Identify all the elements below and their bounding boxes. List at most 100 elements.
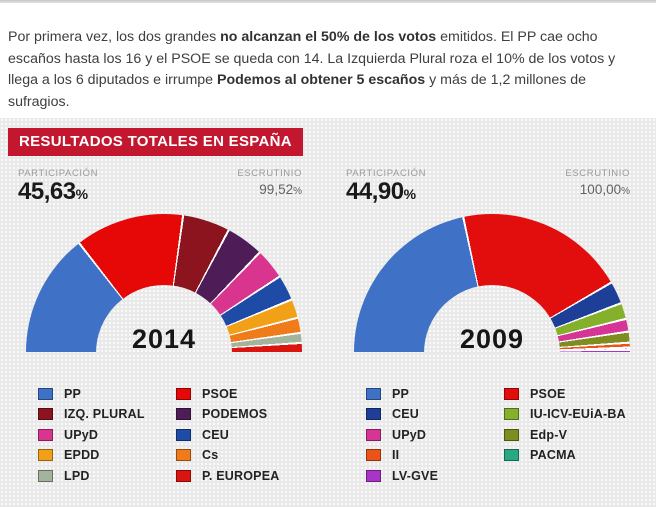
participation-block: PARTICIPACIÓN 45,63%: [18, 168, 98, 207]
legend-swatch: [504, 387, 519, 400]
participation-percent-sign: %: [403, 186, 416, 203]
legend-swatch: [504, 408, 519, 421]
legend-label: P. EUROPEA: [202, 469, 280, 484]
scrutiny-value: 100,00%: [565, 179, 630, 203]
legend-swatch: [176, 428, 191, 441]
results-panel: RESULTADOS TOTALES EN ESPAÑA PARTICIPACI…: [0, 118, 656, 507]
participation-number: 45,63: [18, 178, 76, 206]
participation-value: 44,90%: [346, 179, 426, 207]
legend-item: EPDD: [38, 445, 176, 466]
legend-item: PACMA: [504, 445, 642, 466]
intro-paragraph: Por primera vez, los dos grandes no alca…: [0, 17, 656, 110]
top-divider: [0, 0, 656, 3]
legend-item: LV-GVE: [366, 466, 504, 487]
legend-label: PP: [64, 386, 82, 401]
legend-item: PSOE: [176, 383, 314, 404]
scrutiny-label: ESCRUTINIO: [565, 168, 630, 180]
intro-text: Por primera vez, los dos grandes: [8, 29, 221, 46]
legend-item: Cs: [176, 445, 314, 466]
year-label-2009: 2009: [459, 324, 525, 355]
scrutiny-percent-sign: %: [621, 186, 630, 198]
intro-text: y más de 1,2 millones de sufragios.: [8, 72, 587, 110]
legend-label: CEU: [202, 427, 229, 442]
intro-bold-text: no alcanzan el 50% de los votos: [220, 29, 437, 46]
scrutiny-label: ESCRUTINIO: [237, 168, 302, 180]
legend-item: P. EUROPEA: [176, 466, 314, 487]
legend-label: UPyD: [64, 427, 99, 442]
legend-swatch: [38, 449, 53, 462]
legend-item: PODEMOS: [176, 404, 314, 425]
panel-title-banner: RESULTADOS TOTALES EN ESPAÑA: [8, 128, 303, 157]
legend-swatch: [366, 387, 381, 400]
scrutiny-percent-sign: %: [293, 186, 302, 198]
legend-swatch: [366, 408, 381, 421]
legend-label: IZQ. PLURAL: [64, 407, 145, 422]
legend-column: PP CEU UPyD II LV-GVE: [366, 383, 504, 486]
legend-label: EPDD: [64, 448, 100, 463]
participation-block: PARTICIPACIÓN 44,90%: [346, 168, 426, 207]
participation-value: 45,63%: [18, 179, 98, 207]
scrutiny-value: 99,52%: [237, 179, 302, 203]
legend-label: PSOE: [202, 386, 238, 401]
year-label-2014: 2014: [131, 324, 197, 355]
legend-label: LPD: [64, 469, 90, 484]
legend-item: UPyD: [366, 425, 504, 446]
intro-text: emitidos. El PP cae ocho escaños hasta l…: [8, 29, 616, 89]
legend-label: Cs: [202, 448, 219, 463]
legend-swatch: [504, 449, 519, 462]
legend-swatch: [176, 408, 191, 421]
participation-number: 44,90: [346, 178, 404, 206]
legend-label: PACMA: [530, 448, 576, 463]
legend-swatch: [38, 470, 53, 483]
legend-item: PSOE: [504, 383, 642, 404]
stats-2009: PARTICIPACIÓN 44,90% ESCRUTINIO 100,00%: [328, 156, 656, 207]
legend-column: PSOE PODEMOS CEU Cs P. EUROPEA: [176, 383, 314, 486]
legend-label: PSOE: [530, 386, 566, 401]
legend-label: II: [392, 448, 400, 463]
legend-item: LPD: [38, 466, 176, 487]
scrutiny-block: ESCRUTINIO 100,00%: [565, 168, 630, 207]
legend-label: PP: [392, 386, 410, 401]
legend-item: Edp-V: [504, 425, 642, 446]
intro-bold-text: Podemos al obtener 5 escaños: [217, 72, 426, 89]
legend-label: CEU: [392, 407, 419, 422]
legend-item: IU-ICV-EUiA-BA: [504, 404, 642, 425]
legend-2014: PP IZQ. PLURAL UPyD EPDD LPD PSOE PODEMOS CEU Cs…: [0, 383, 328, 486]
legend-label: PODEMOS: [202, 407, 268, 422]
legend-item: CEU: [176, 425, 314, 446]
legend-swatch: [38, 428, 53, 441]
legend-swatch: [38, 408, 53, 421]
chart-block-2014: PARTICIPACIÓN 45,63% ESCRUTINIO 99,52% 2…: [0, 156, 328, 486]
scrutiny-number: 100,00: [579, 182, 622, 198]
panel-title: RESULTADOS TOTALES EN ESPAÑA: [19, 133, 292, 151]
legend-swatch: [366, 428, 381, 441]
legend-label: Edp-V: [530, 427, 568, 442]
chart-block-2009: PARTICIPACIÓN 44,90% ESCRUTINIO 100,00% …: [328, 156, 656, 486]
legend-item: CEU: [366, 404, 504, 425]
participation-percent-sign: %: [75, 186, 88, 203]
scrutiny-number: 99,52: [259, 182, 294, 198]
legend-swatch: [176, 449, 191, 462]
legend-item: PP: [366, 383, 504, 404]
stats-2014: PARTICIPACIÓN 45,63% ESCRUTINIO 99,52%: [0, 156, 328, 207]
legend-swatch: [504, 428, 519, 441]
legend-swatch: [38, 387, 53, 400]
legend-column: PP IZQ. PLURAL UPyD EPDD LPD: [38, 383, 176, 486]
legend-item: PP: [38, 383, 176, 404]
charts-row: PARTICIPACIÓN 45,63% ESCRUTINIO 99,52% 2…: [0, 156, 656, 486]
legend-column: PSOE IU-ICV-EUiA-BA Edp-V PACMA: [504, 383, 642, 486]
donut-chart-2009: 2009: [354, 214, 630, 355]
legend-label: LV-GVE: [392, 469, 439, 484]
legend-item: II: [366, 445, 504, 466]
scrutiny-block: ESCRUTINIO 99,52%: [237, 168, 302, 207]
legend-item: UPyD: [38, 425, 176, 446]
legend-swatch: [176, 470, 191, 483]
legend-item: IZQ. PLURAL: [38, 404, 176, 425]
participation-label: PARTICIPACIÓN: [18, 168, 99, 180]
legend-swatch: [176, 387, 191, 400]
donut-chart-2014: 2014: [26, 214, 302, 355]
legend-swatch: [366, 470, 381, 483]
legend-label: UPyD: [392, 427, 427, 442]
participation-label: PARTICIPACIÓN: [346, 168, 427, 180]
legend-swatch: [366, 449, 381, 462]
